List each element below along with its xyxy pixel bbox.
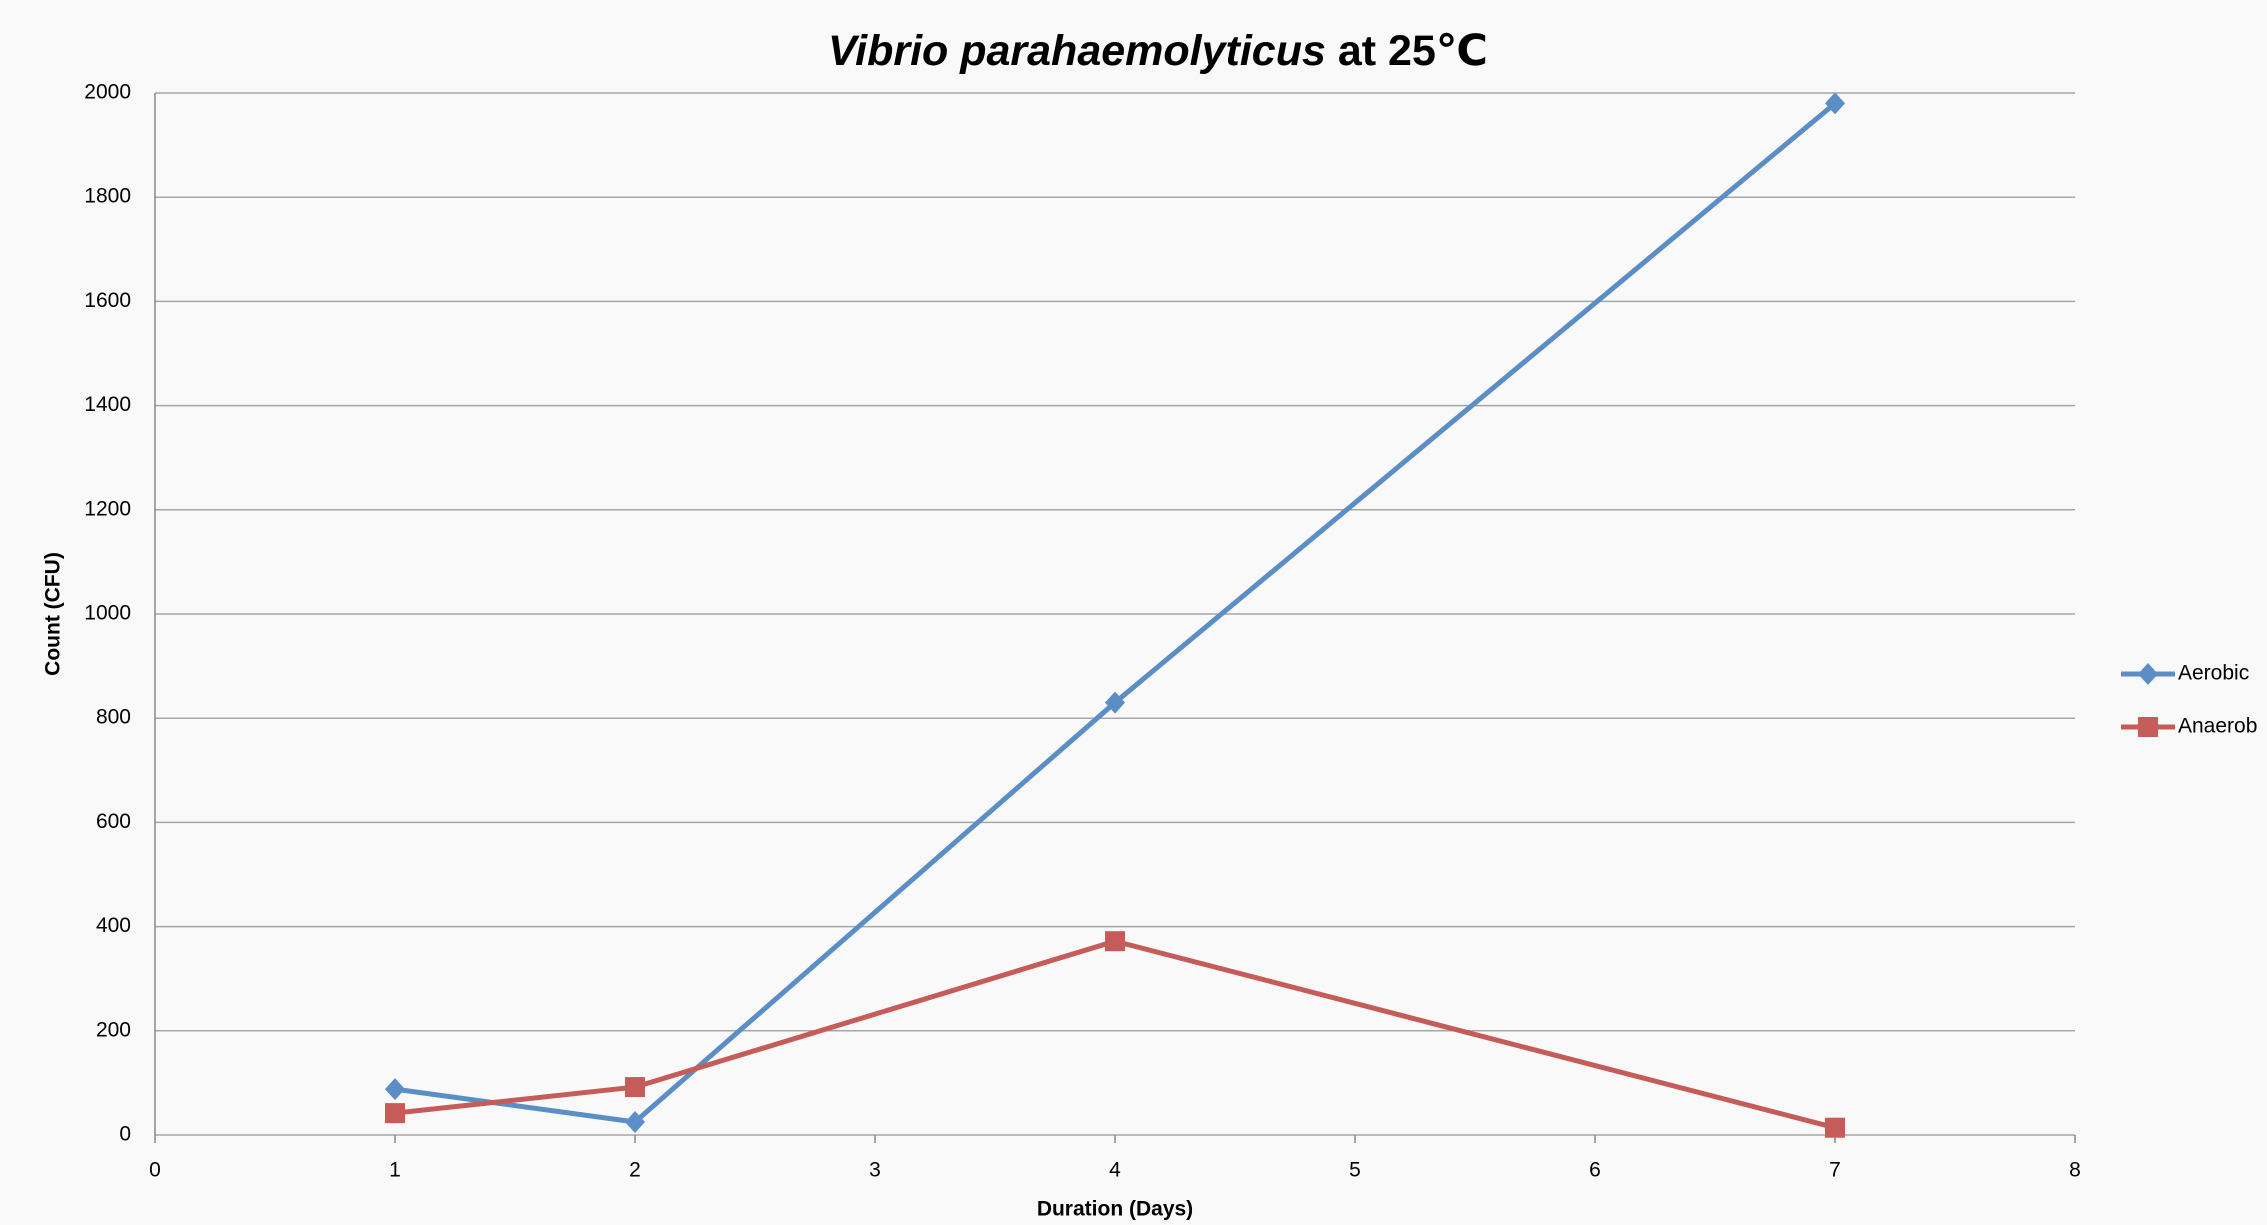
legend-label: Aerobic — [2178, 662, 2249, 685]
y-tick-label: 400 — [96, 914, 131, 937]
data-point — [1825, 92, 1845, 115]
x-tick-label: 4 — [1109, 1159, 1121, 1182]
y-tick-label: 1800 — [84, 185, 131, 208]
legend-label: Anaerob — [2178, 715, 2257, 738]
data-point — [1105, 931, 1125, 952]
x-tick-label: 6 — [1589, 1159, 1601, 1182]
data-point — [1105, 691, 1125, 714]
y-axis-label: Count (CFU) — [42, 552, 65, 676]
data-point — [385, 1078, 405, 1101]
x-tick-label: 1 — [389, 1159, 401, 1182]
x-tick-label: 5 — [1349, 1159, 1361, 1182]
y-tick-label: 800 — [96, 706, 131, 729]
series-line — [394, 938, 1836, 1131]
data-point — [1825, 1117, 1845, 1138]
y-tick-label: 1400 — [84, 393, 131, 416]
y-tick-label: 200 — [96, 1018, 131, 1041]
title-rest: at 25℃ — [1338, 27, 1488, 75]
x-tick-label: 0 — [149, 1159, 161, 1182]
series-line — [394, 101, 1837, 1125]
x-tick-label: 8 — [2069, 1159, 2081, 1182]
title-italic: Vibrio parahaemolyticus — [828, 27, 1326, 75]
legend-marker — [2138, 717, 2158, 737]
y-tick-label: 0 — [119, 1123, 131, 1146]
x-axis-label: Duration (Days) — [1037, 1198, 1193, 1221]
x-tick-label: 7 — [1829, 1159, 1841, 1182]
data-point — [385, 1103, 405, 1124]
data-point — [625, 1110, 645, 1133]
y-tick-label: 1000 — [84, 602, 131, 625]
chart-title: Vibrio parahaemolyticus at 25℃ — [828, 27, 1488, 75]
y-tick-label: 1200 — [84, 497, 131, 520]
legend-marker — [2138, 663, 2158, 685]
x-tick-label: 3 — [869, 1159, 881, 1182]
data-point — [625, 1077, 645, 1098]
y-tick-label: 2000 — [84, 81, 131, 104]
y-tick-label: 600 — [96, 810, 131, 833]
x-tick-label: 2 — [629, 1159, 641, 1182]
y-tick-label: 1600 — [84, 289, 131, 312]
